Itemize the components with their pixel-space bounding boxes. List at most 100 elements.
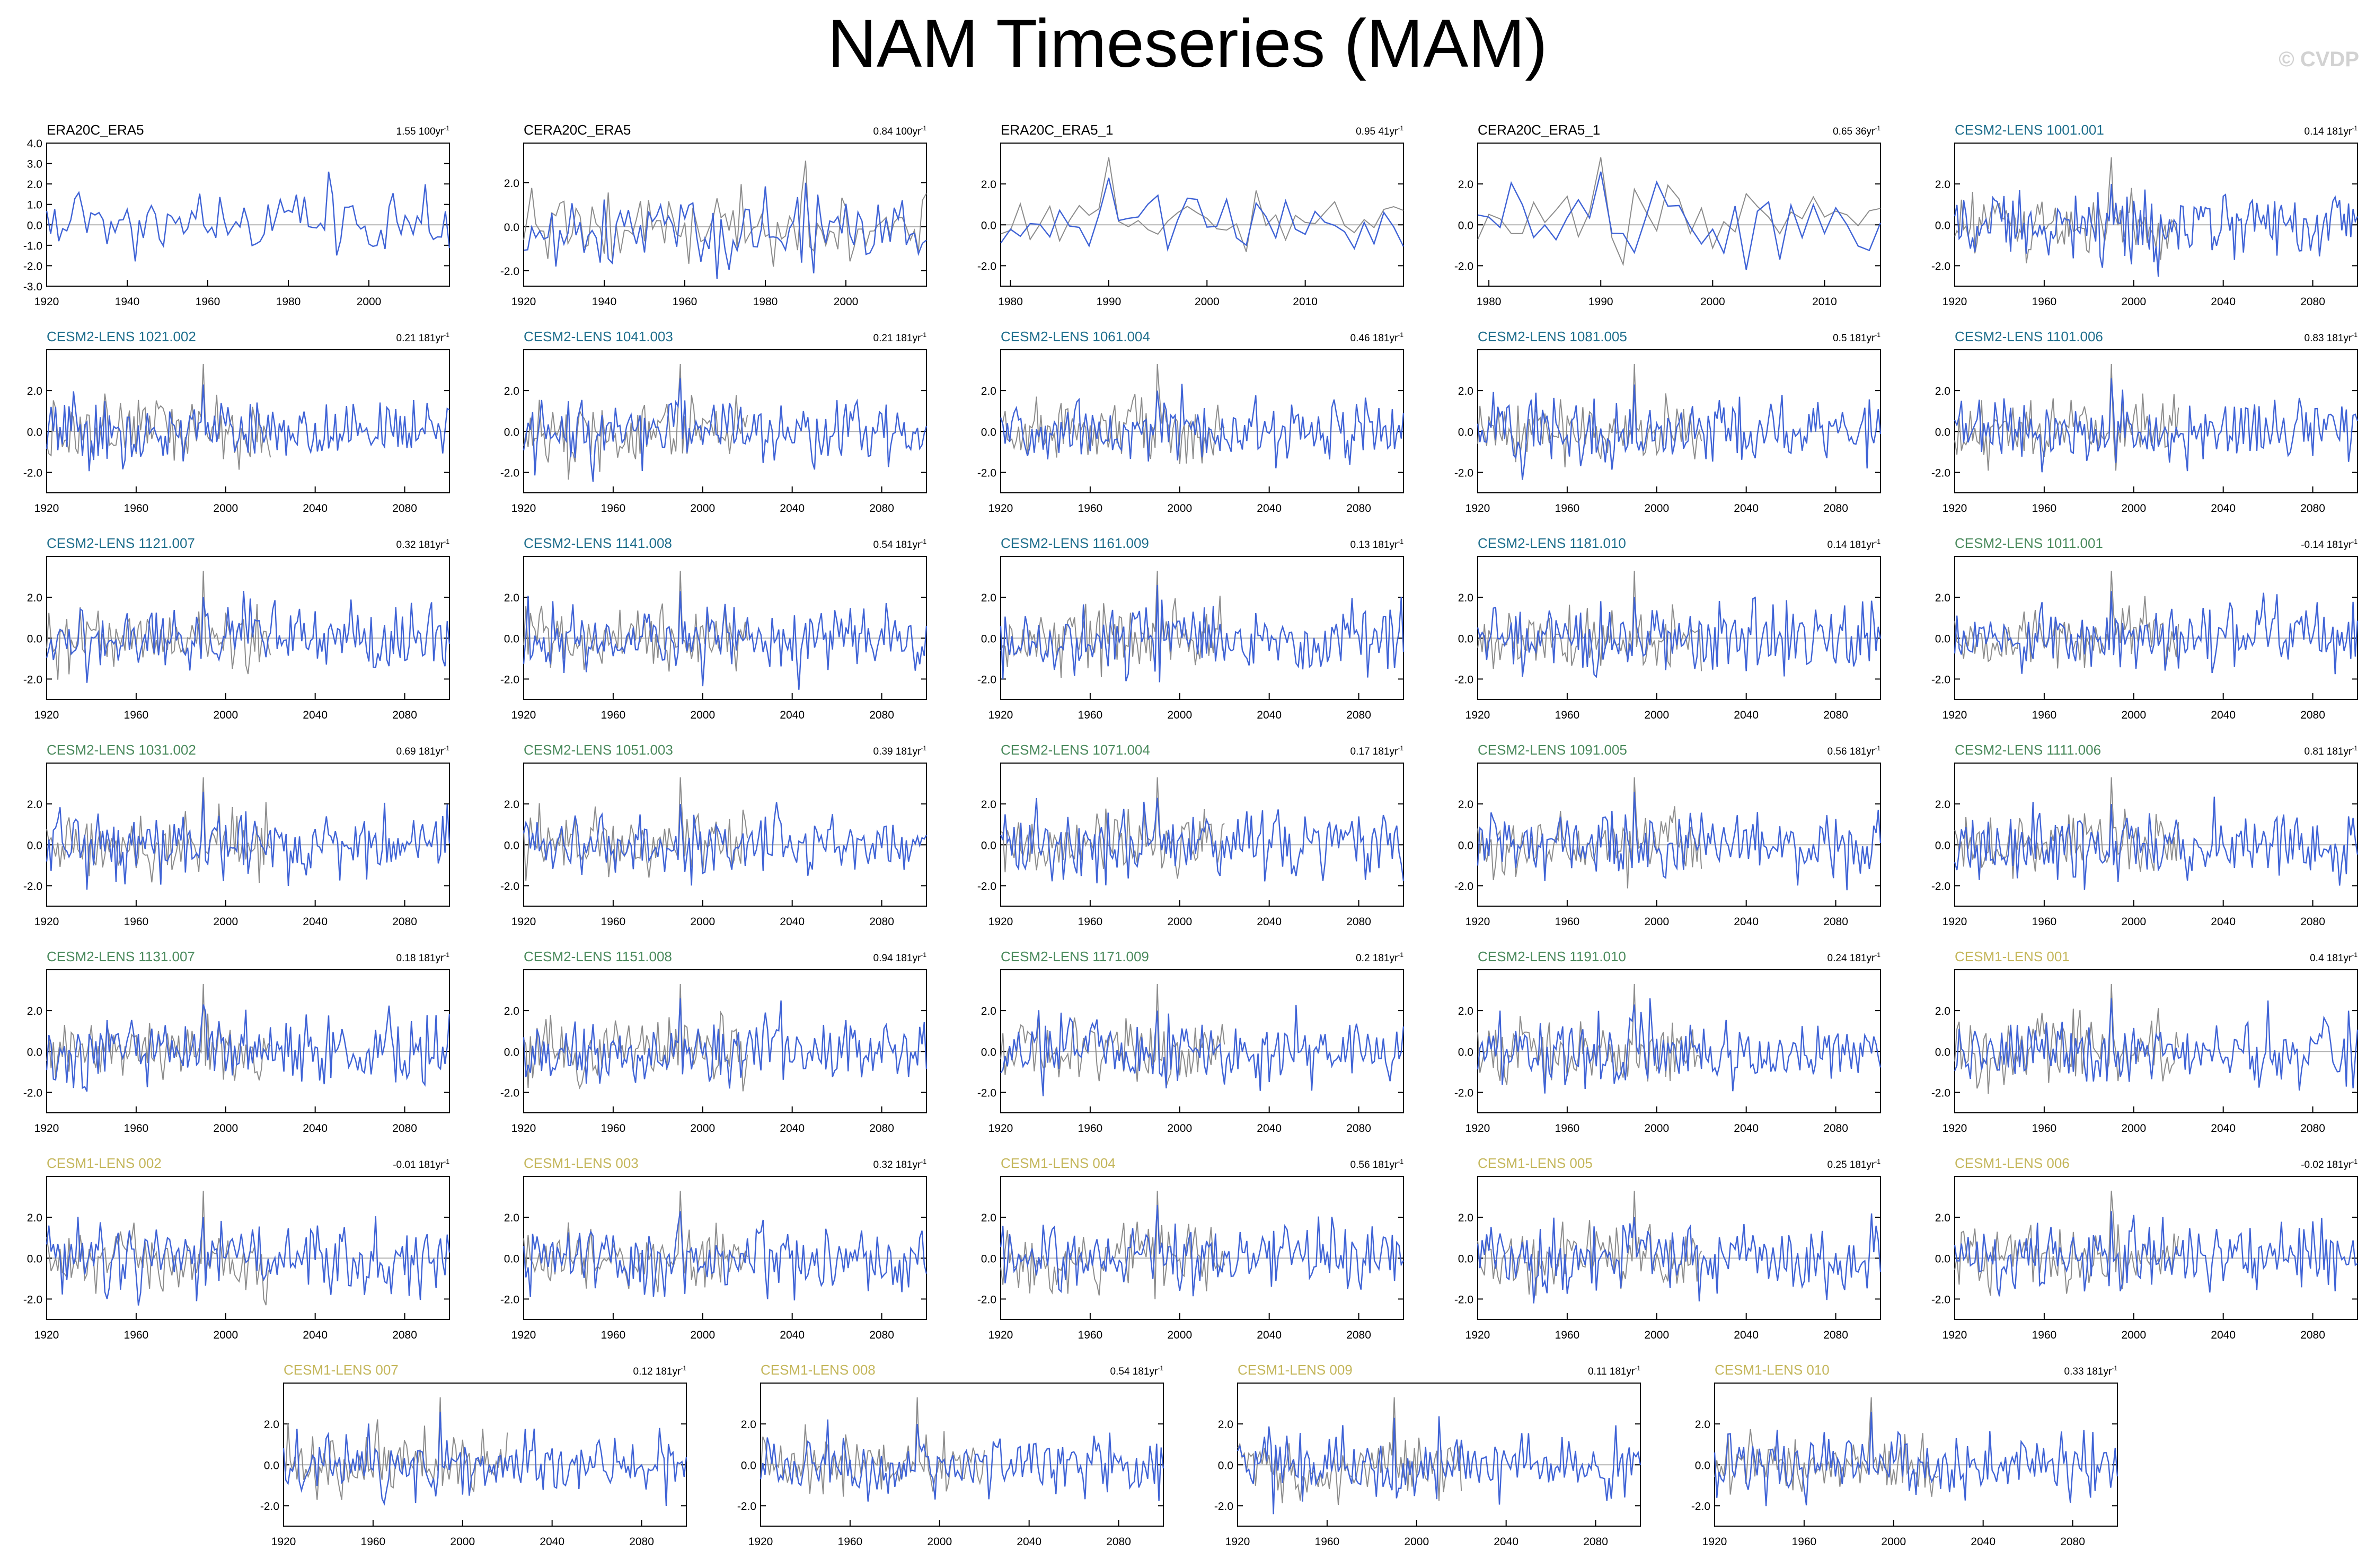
x-tick-label: 2080 (2300, 502, 2325, 515)
panel-trend: 0.81 181yr-1 (2305, 745, 2358, 757)
x-tick-label: 1940 (115, 296, 140, 308)
y-tick-label: -2.0 (1454, 880, 1473, 892)
series-model (46, 171, 451, 262)
panel-trend: 0.32 181yr-1 (396, 538, 450, 551)
x-tick-label: 1980 (998, 296, 1023, 308)
x-tick-label: 1920 (1465, 1329, 1490, 1341)
panel-8: CESM2-LENS 1061.004 0.46 181yr-1 2.0 0.0 -2.… (977, 329, 1405, 515)
series-observed (1477, 364, 1702, 468)
trend-exponent: -1 (2352, 1158, 2358, 1165)
panel-title: CESM2-LENS 1011.001 (1955, 535, 2103, 551)
y-tick-label: 2.0 (1458, 592, 1473, 604)
panel-title: CESM2-LENS 1191.010 (1478, 949, 1626, 964)
x-tick-label: 1920 (748, 1536, 773, 1548)
x-tick-label: 2000 (1644, 1329, 1669, 1341)
panel-11: CESM2-LENS 1121.007 0.32 181yr-1 2.0 0.0 -2.… (23, 535, 451, 721)
y-tick-label: 0.0 (1458, 839, 1473, 852)
series-model (1477, 596, 1882, 678)
panel-trend: 0.65 36yr-1 (1833, 125, 1880, 137)
plot-frame (1954, 143, 2358, 287)
y-tick-label: -2.0 (500, 265, 519, 278)
x-tick-label: 2040 (1494, 1536, 1518, 1548)
x-tick-label: 2010 (1293, 296, 1318, 308)
series-model (1000, 798, 1405, 885)
panel-trend: 1.55 100yr-1 (396, 125, 450, 137)
y-tick-label: 0.0 (1935, 839, 1950, 852)
x-tick-label: 1960 (2032, 1122, 2057, 1135)
series-model (523, 998, 928, 1089)
series-model (46, 1216, 451, 1306)
series-observed (523, 984, 748, 1092)
panel-trend: 0.21 181yr-1 (873, 331, 927, 344)
x-tick-label: 2080 (1346, 916, 1371, 928)
trend-exponent: -1 (2352, 951, 2358, 959)
trend-exponent: -1 (1158, 1365, 1163, 1372)
panel-24: CESM2-LENS 1191.010 0.24 181yr-1 2.0 0.0 -2.… (1454, 949, 1882, 1135)
y-tick-label: -2.0 (977, 260, 996, 272)
y-tick-label: 2.0 (1935, 1005, 1950, 1017)
plot-frame (1237, 1383, 1641, 1527)
panel-trend: 0.21 181yr-1 (396, 331, 450, 344)
x-tick-label: 2080 (869, 709, 894, 721)
x-tick-label: 2080 (1823, 916, 1848, 928)
panel-trend: 0.14 181yr-1 (1827, 538, 1881, 551)
y-tick-label: 0.0 (1695, 1459, 1710, 1472)
x-tick-label: 2000 (2121, 916, 2146, 928)
panel-title: CESM2-LENS 1141.008 (524, 535, 672, 551)
x-tick-label: 2000 (1700, 296, 1725, 308)
trend-exponent: -1 (444, 951, 449, 959)
x-tick-label: 2040 (1017, 1536, 1041, 1548)
series-observed (283, 1397, 508, 1500)
series-observed (760, 1397, 985, 1497)
y-tick-label: 2.0 (1458, 179, 1473, 191)
x-tick-label: 1920 (1943, 1122, 1967, 1135)
x-tick-label: 2000 (1644, 502, 1669, 515)
plot-frame (523, 556, 927, 700)
x-tick-label: 1960 (1555, 916, 1580, 928)
panel-title: CESM1-LENS 010 (1715, 1362, 1830, 1378)
x-tick-label: 2000 (1644, 709, 1669, 721)
y-tick-label: 2.0 (1935, 799, 1950, 811)
x-tick-label: 2000 (1195, 296, 1220, 308)
series-observed (1477, 777, 1702, 889)
y-tick-label: -2.0 (500, 880, 519, 892)
x-tick-label: 2000 (1881, 1536, 1906, 1548)
trend-exponent: -1 (1635, 1365, 1640, 1372)
plot-frame (523, 1176, 927, 1320)
y-tick-label: 2.0 (1458, 385, 1473, 397)
x-tick-label: 1920 (511, 709, 536, 721)
trend-exponent: -1 (921, 125, 926, 132)
x-tick-label: 1920 (1943, 916, 1967, 928)
x-tick-label: 2080 (869, 502, 894, 515)
panel-27: CESM1-LENS 003 0.32 181yr-1 2.0 0.0 -2.0 1920… (500, 1155, 928, 1341)
panel-title: CESM1-LENS 008 (761, 1362, 876, 1378)
y-tick-label: 0.0 (1458, 219, 1473, 232)
series-model (523, 802, 928, 886)
x-tick-label: 2000 (213, 709, 238, 721)
y-tick-label: 0.0 (504, 426, 519, 438)
y-tick-label: 2.0 (981, 592, 996, 604)
series-observed (523, 777, 748, 881)
x-tick-label: 1960 (124, 1329, 149, 1341)
y-tick-label: 0.0 (504, 633, 519, 645)
x-tick-label: 1960 (361, 1536, 386, 1548)
x-tick-label: 1960 (673, 296, 698, 308)
series-observed (1954, 984, 2179, 1094)
plot-frame (1477, 1176, 1881, 1320)
x-tick-label: 1960 (1555, 1329, 1580, 1341)
y-tick-label: 3.0 (27, 158, 42, 171)
panel-title: CESM2-LENS 1091.005 (1478, 742, 1627, 758)
x-tick-label: 1960 (1555, 502, 1580, 515)
series-observed (1954, 364, 2179, 471)
y-tick-label: 2.0 (504, 592, 519, 604)
x-tick-label: 2080 (2300, 709, 2325, 721)
y-tick-label: 2.0 (27, 179, 42, 191)
y-tick-label: -2.0 (500, 1294, 519, 1306)
y-tick-label: 0.0 (981, 219, 996, 232)
series-observed (1954, 157, 2179, 264)
y-tick-label: 0.0 (27, 633, 42, 645)
y-tick-label: 4.0 (27, 138, 42, 150)
series-model (523, 378, 928, 482)
x-tick-label: 2080 (869, 1122, 894, 1135)
x-tick-label: 1920 (34, 916, 59, 928)
